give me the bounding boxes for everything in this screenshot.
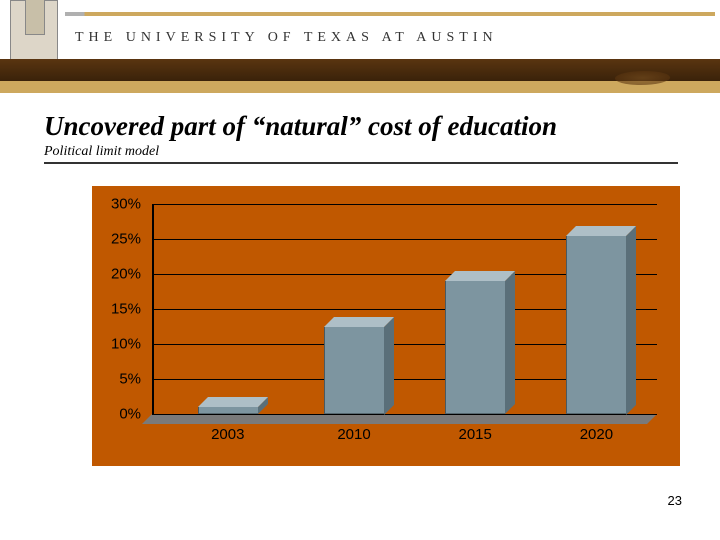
x-tick-label: 2010 [337,426,370,443]
plot-area [152,204,657,414]
bar-top [324,317,394,327]
header-bar-dark [0,59,720,81]
y-tick-label: 5% [119,371,141,388]
slide-header: THE UNIVERSITY OF TEXAS AT AUSTIN [0,0,720,93]
y-tick-label: 0% [119,406,141,423]
y-tick-label: 20% [111,266,141,283]
chart-floor [142,414,657,424]
slide-subtitle: Political limit model [44,144,676,160]
header-bar-gold [0,81,720,93]
bar [445,281,505,414]
slide-title: Uncovered part of “natural” cost of educ… [44,111,676,142]
bar-top [198,397,268,407]
institution-name: THE UNIVERSITY OF TEXAS AT AUSTIN [75,30,498,46]
bar-side [505,271,515,414]
page-number: 23 [668,493,682,508]
gridline [152,204,657,205]
y-tick-label: 15% [111,301,141,318]
title-divider [44,162,678,164]
content-area: Uncovered part of “natural” cost of educ… [0,93,720,466]
gridline [152,414,657,415]
y-tick-label: 10% [111,336,141,353]
bar-top [566,226,636,236]
x-tick-label: 2003 [211,426,244,443]
bar [324,327,384,415]
bar-front [445,281,505,414]
bar [566,236,626,415]
x-axis-labels: 2003 2010 2015 2020 [152,426,657,446]
bar-front [566,236,626,415]
header-accent-top [65,12,715,16]
y-tick-label: 30% [111,196,141,213]
bar-side [384,317,394,415]
bar [198,407,258,414]
x-tick-label: 2015 [459,426,492,443]
bar-top [445,271,515,281]
bar-chart: 0% 5% 10% 15% 20% 25% 30% 2003 2010 2015 2020 [92,186,680,466]
bar-front [324,327,384,415]
y-tick-label: 25% [111,231,141,248]
x-tick-label: 2020 [580,426,613,443]
bar-side [626,226,636,415]
bar-front [198,407,258,414]
y-axis-labels: 0%5%10%15%20%25%30% [92,204,147,414]
